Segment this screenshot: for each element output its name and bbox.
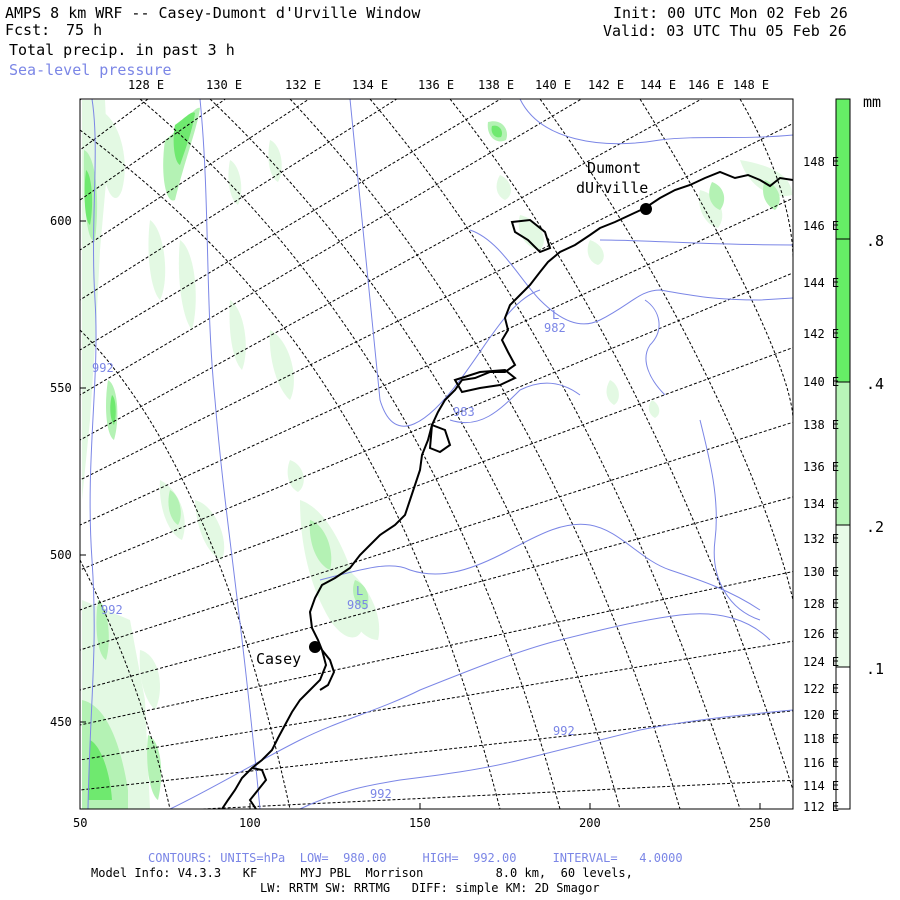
dumont-label-line2: dUrville [576,179,649,197]
map-plot-area [80,99,793,809]
colorbar-level: .4 [866,375,885,393]
contour-label: 992 [101,603,123,617]
left-axis-label: 450 [50,715,72,729]
low-value: 985 [347,598,369,612]
bottom-axis-label: 200 [579,816,601,830]
contour-label: 983 [453,405,475,419]
low-marker: L [356,584,364,598]
top-lon-label: 132 E [285,78,322,92]
top-lon-label: 142 E [588,78,625,92]
right-lon-label: 142 E [803,327,840,341]
bottom-ticks [79,803,761,809]
top-lon-label: 144 E [640,78,677,92]
contour-label: 992 [553,724,575,738]
right-lon-label: 114 E [803,779,840,793]
right-lon-label: 128 E [803,597,840,611]
plot-border [79,98,794,810]
contour-label: 992 [370,787,392,801]
right-lon-label: 112 E [803,800,840,814]
low-value: 982 [544,321,566,335]
precip-heavy-areas [84,112,502,800]
overlay-description: Sea-level pressure [9,61,172,79]
right-lon-label: 120 E [803,708,840,722]
right-lon-label: 144 E [803,276,840,290]
right-lon-label: 136 E [803,460,840,474]
top-lon-label: 146 E [688,78,725,92]
top-lon-label: 148 E [733,78,770,92]
contour-info: CONTOURS: UNITS=hPa LOW= 980.00 HIGH= 99… [148,851,683,865]
bottom-axis-label: 150 [409,816,431,830]
left-axis-label: 550 [50,381,72,395]
model-info: Model Info: V4.3.3 KF MYJ PBL Morrison 8… [91,866,633,880]
right-lon-label: 148 E [803,155,840,169]
top-lon-label: 130 E [206,78,243,92]
right-lon-label: 140 E [803,375,840,389]
right-lon-label: 130 E [803,565,840,579]
bottom-axis-label: 50 [73,816,88,830]
left-axis-label: 500 [50,548,72,562]
colorbar [835,98,851,810]
top-lon-label: 136 E [418,78,455,92]
top-lon-label: 138 E [478,78,515,92]
contour-label: 992 [92,361,114,375]
init-time: Init: 00 UTC Mon 02 Feb 26 [613,4,848,22]
physics-info: LW: RRTM SW: RRTMG DIFF: simple KM: 2D S… [260,881,600,895]
top-lon-label: 140 E [535,78,572,92]
right-lon-label: 126 E [803,627,840,641]
dumont-label-line1: Dumont [587,159,642,177]
right-lon-label: 122 E [803,682,840,696]
map-title: AMPS 8 km WRF -- Casey-Dumont d'Urville … [5,4,421,22]
top-lon-label: 128 E [128,78,165,92]
top-lon-label: 134 E [352,78,389,92]
colorbar-level: .1 [866,660,885,678]
valid-time: Valid: 03 UTC Thu 05 Feb 26 [603,22,847,40]
field-description: Total precip. in past 3 h [9,41,235,59]
right-lon-label: 132 E [803,532,840,546]
right-lon-label: 118 E [803,732,840,746]
right-lon-label: 124 E [803,655,840,669]
casey-marker [309,641,321,653]
left-axis-label: 600 [50,214,72,228]
forecast-hours: 75 h [66,21,103,39]
dumont-durville-marker [640,203,652,215]
bottom-axis-label: 100 [239,816,261,830]
right-lon-label: 134 E [803,497,840,511]
low-marker: L [552,308,560,322]
bottom-axis-label: 250 [749,816,771,830]
colorbar-level: .2 [866,518,885,536]
forecast-label: Fcst: [5,21,51,39]
left-ticks [80,220,86,723]
right-lon-label: 138 E [803,418,840,432]
pressure-contours [87,99,793,809]
graticule-parallels [80,99,793,809]
right-lon-label: 116 E [803,756,840,770]
colorbar-unit: mm [863,93,882,111]
casey-label: Casey [256,650,302,668]
right-lon-label: 146 E [803,219,840,233]
colorbar-level: .8 [866,232,885,250]
